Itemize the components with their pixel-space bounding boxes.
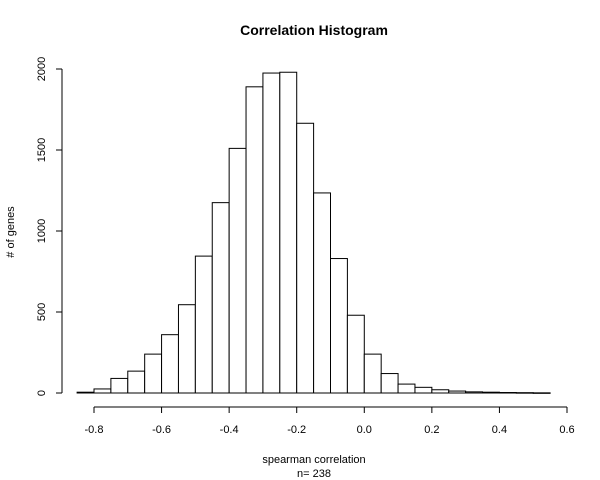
x-tick-label: -0.2 [287,424,306,436]
histogram-bar [363,353,382,394]
histogram-bar [330,258,348,394]
y-axis: 0 500 1000 1500 2000 [36,57,63,396]
x-tick-label: 0.0 [357,424,372,436]
histogram-bar [93,388,112,394]
y-tick-label: 2000 [36,57,48,81]
histogram-bar [76,391,95,394]
bars-group [76,71,551,394]
histogram-bar [211,202,230,394]
histogram-bar [110,377,129,394]
x-tick-label: -0.4 [220,424,239,436]
histogram-bar [296,122,315,394]
histogram-bar [313,192,332,394]
x-tick-label: -0.8 [85,424,104,436]
histogram-bar [397,383,416,394]
histogram-bar [228,147,247,394]
histogram-bar [515,392,534,394]
y-tick-label: 0 [36,390,48,396]
y-tick-label: 1500 [36,138,48,162]
histogram-bar [177,304,196,394]
y-tick-label: 1000 [36,219,48,243]
histogram-bar [262,72,281,394]
y-axis-label: # of genes [5,206,17,258]
histogram-bar [414,386,433,394]
histogram-bar [498,392,517,394]
x-tick-label: -0.6 [152,424,171,436]
histogram-bar [245,86,264,394]
y-tick-label: 500 [36,303,48,321]
x-tick-label: 0.4 [492,424,507,436]
x-axis-sublabel: n= 238 [297,468,331,480]
histogram-bar [448,390,467,394]
histogram-bar [194,255,213,394]
x-axis-label: spearman correlation [262,454,365,466]
histogram-bar [431,389,450,394]
histogram-bar [380,373,399,394]
histogram-bar [465,391,484,394]
histogram-bar [279,71,298,394]
histogram-bar [144,353,163,394]
histogram-bar [532,392,551,394]
x-tick-label: 0.6 [559,424,574,436]
x-tick-label: 0.2 [424,424,439,436]
histogram-bar [482,391,500,394]
histogram-bar [161,334,179,394]
chart-title: Correlation Histogram [240,22,388,38]
x-axis: -0.8 -0.6 -0.4 -0.2 0.0 0.2 0.4 0.6 [85,406,575,436]
histogram-bar [127,370,146,394]
histogram-bar [346,314,365,394]
